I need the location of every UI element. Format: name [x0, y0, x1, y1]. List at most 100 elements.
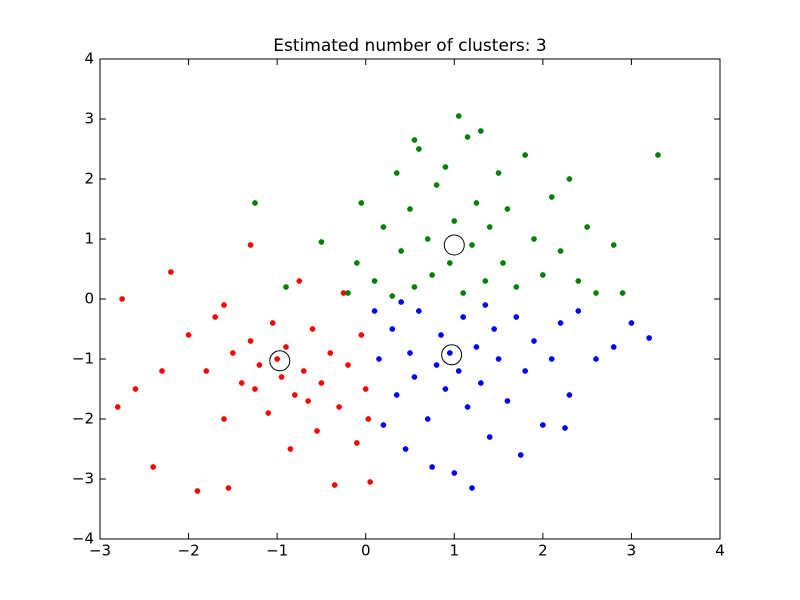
point [345, 290, 351, 296]
point [318, 239, 325, 245]
point [575, 278, 582, 284]
point [455, 113, 462, 119]
point [469, 485, 475, 491]
point [433, 362, 440, 368]
point [345, 362, 351, 368]
point [447, 260, 453, 266]
point [584, 224, 590, 230]
point [309, 326, 316, 332]
point [429, 272, 435, 278]
point [619, 290, 626, 296]
point [132, 386, 139, 392]
point [455, 368, 462, 374]
point [460, 290, 466, 296]
point [168, 269, 174, 275]
point [557, 320, 564, 326]
x-tick-label: 0 [361, 542, 371, 560]
point [265, 410, 272, 416]
point [256, 362, 263, 368]
cluster-center [441, 344, 463, 366]
point [610, 242, 617, 248]
point [540, 422, 546, 428]
point [274, 356, 280, 362]
point [442, 164, 449, 170]
point [473, 344, 480, 350]
point [522, 152, 528, 158]
point [318, 380, 325, 386]
point [314, 428, 320, 434]
point [393, 170, 400, 176]
point [371, 308, 378, 314]
point [252, 200, 258, 206]
point [203, 368, 210, 374]
point [150, 464, 156, 470]
point [411, 374, 418, 380]
point [486, 224, 493, 230]
point [513, 284, 520, 290]
point [464, 404, 471, 410]
point [464, 134, 471, 140]
point [416, 308, 422, 314]
point [354, 260, 360, 266]
point [380, 422, 387, 428]
point [593, 290, 599, 296]
point [411, 284, 418, 290]
point [557, 248, 564, 254]
point [331, 482, 338, 488]
point [402, 446, 409, 452]
point [365, 416, 372, 422]
point [531, 236, 537, 242]
y-tick-label: 3 [84, 110, 94, 128]
point [230, 350, 236, 356]
y-tick-label: −3 [72, 470, 94, 488]
point [398, 299, 404, 305]
x-tick-label: 4 [715, 542, 725, 560]
point [354, 440, 360, 446]
point [486, 434, 493, 440]
point [566, 392, 573, 398]
y-tick-label: 0 [84, 290, 94, 308]
x-tick-label: 2 [538, 542, 548, 560]
point [247, 242, 254, 248]
point [424, 416, 431, 422]
point [491, 326, 497, 332]
point [389, 293, 396, 299]
point [429, 464, 435, 470]
point [473, 200, 480, 206]
point [300, 368, 307, 374]
point [278, 374, 285, 380]
point [185, 332, 192, 338]
point [442, 386, 449, 392]
point [513, 314, 520, 320]
cluster-center [443, 234, 465, 256]
point [433, 182, 440, 188]
point [548, 356, 555, 362]
point [119, 296, 125, 302]
point [469, 242, 475, 248]
point [451, 218, 458, 224]
point [655, 152, 661, 158]
point [194, 488, 201, 494]
point [283, 344, 289, 350]
point [407, 206, 413, 212]
point [500, 260, 506, 266]
point [478, 128, 484, 134]
x-tick-label: −3 [89, 542, 111, 560]
point [411, 137, 418, 143]
point [225, 485, 232, 491]
point [114, 404, 121, 410]
point [327, 350, 334, 356]
point [548, 194, 555, 200]
point [438, 332, 444, 338]
cluster-center [269, 350, 291, 372]
y-tick-label: −4 [72, 530, 94, 548]
x-tick-label: −2 [178, 542, 200, 560]
point [221, 416, 227, 422]
x-tick-label: 3 [627, 542, 637, 560]
point [247, 338, 254, 344]
x-tick-label: 1 [450, 542, 460, 560]
point [269, 320, 276, 326]
point [416, 146, 422, 152]
point [287, 446, 294, 452]
y-tick-label: 4 [84, 50, 94, 68]
